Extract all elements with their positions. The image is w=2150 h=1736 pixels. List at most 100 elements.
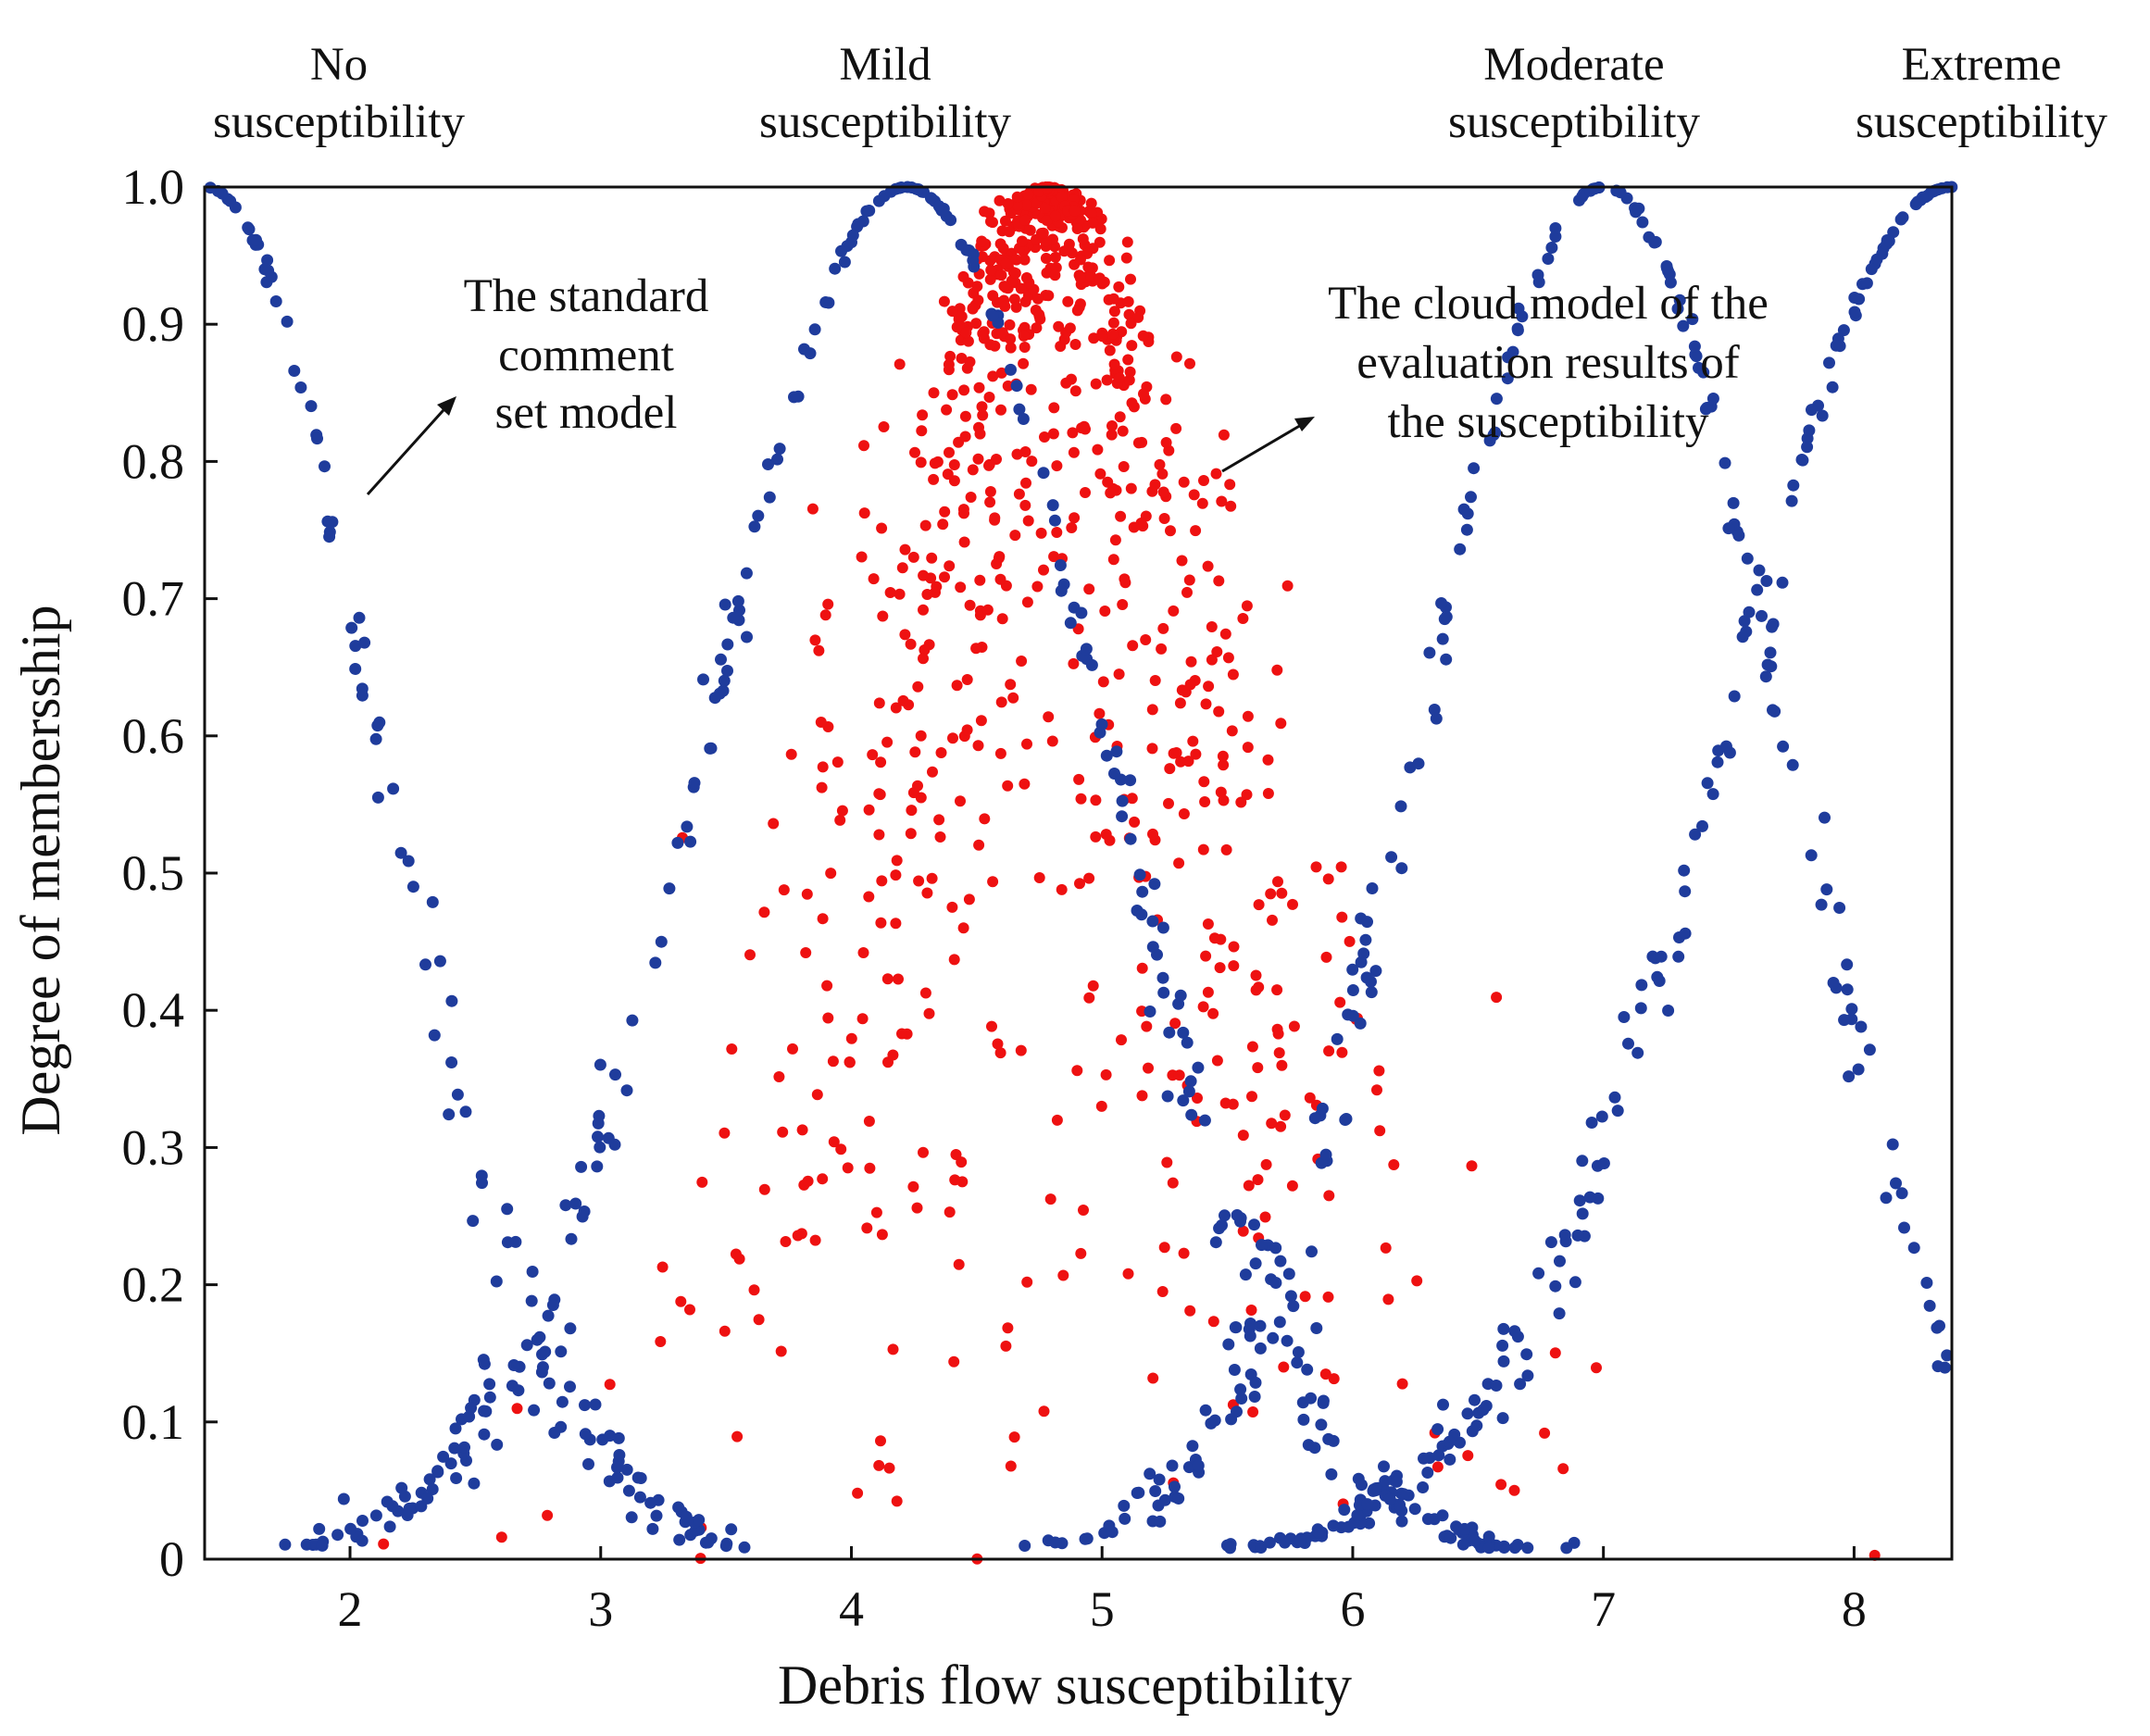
result-cloud-drop xyxy=(976,235,988,247)
result-cloud-drop xyxy=(1043,711,1055,723)
result-cloud-drop xyxy=(811,1089,823,1101)
result-cloud-drop xyxy=(955,581,967,593)
standard-cloud-drop xyxy=(1124,832,1137,845)
result-cloud-drop xyxy=(1200,950,1212,962)
result-cloud-drop xyxy=(1157,622,1169,634)
result-cloud-drop xyxy=(1046,735,1058,747)
result-cloud-drop xyxy=(1074,878,1085,890)
result-cloud-drop xyxy=(863,804,875,816)
result-cloud-drop xyxy=(1040,253,1052,264)
standard-cloud-drop xyxy=(445,994,458,1007)
result-cloud-drop xyxy=(1114,411,1126,423)
result-cloud-drop xyxy=(913,875,925,887)
result-cloud-drop xyxy=(831,756,844,768)
standard-cloud-drop xyxy=(1776,576,1789,589)
standard-cloud-drop xyxy=(1458,1522,1471,1535)
standard-cloud-drop xyxy=(1301,1363,1314,1376)
standard-cloud-drop xyxy=(1310,1322,1323,1334)
result-cloud-drop xyxy=(1077,233,1089,245)
result-cloud-drop xyxy=(1380,1242,1392,1254)
result-cloud-drop xyxy=(1160,437,1172,448)
standard-cloud-drop xyxy=(1428,704,1441,716)
result-cloud-drop xyxy=(1019,446,1031,457)
result-cloud-drop xyxy=(1173,1069,1185,1081)
result-cloud-drop xyxy=(907,1180,919,1193)
standard-cloud-drop xyxy=(1751,583,1764,596)
result-cloud-drop xyxy=(1068,657,1080,669)
result-cloud-drop xyxy=(1275,1120,1287,1132)
standard-cloud-drop xyxy=(1231,1209,1244,1221)
result-cloud-drop xyxy=(1025,383,1037,395)
result-cloud-drop xyxy=(1007,692,1019,704)
result-cloud-drop xyxy=(1064,322,1076,334)
result-cloud-drop xyxy=(1019,778,1031,790)
standard-cloud-drop xyxy=(1482,1542,1495,1555)
standard-cloud-drop xyxy=(1573,1194,1586,1207)
result-cloud-drop xyxy=(1073,773,1085,785)
result-cloud-drop xyxy=(1018,330,1030,342)
result-cloud-drop xyxy=(1241,789,1253,801)
standard-cloud-drop xyxy=(1841,983,1854,996)
result-cloud-drop xyxy=(1591,1362,1602,1374)
standard-cloud-drop xyxy=(1777,740,1790,753)
standard-cloud-drop xyxy=(326,516,339,529)
standard-cloud-drop xyxy=(1497,1355,1510,1368)
standard-cloud-drop xyxy=(229,201,242,214)
standard-cloud-drop xyxy=(804,347,817,360)
standard-cloud-drop xyxy=(1037,467,1050,480)
result-cloud-drop xyxy=(891,1495,903,1507)
standard-cloud-drop xyxy=(1156,921,1169,934)
standard-cloud-drop xyxy=(1820,883,1833,896)
standard-cloud-drop xyxy=(1423,646,1436,659)
standard-cloud-drop xyxy=(582,1457,594,1470)
result-cloud-drop xyxy=(1047,428,1059,440)
standard-cloud-drop xyxy=(1118,1499,1131,1512)
result-cloud-drop xyxy=(1033,310,1045,322)
standard-cloud-drop xyxy=(1664,276,1677,289)
result-cloud-drop xyxy=(1116,326,1128,338)
standard-cloud-drop xyxy=(1643,231,1656,244)
standard-cloud-drop xyxy=(1769,705,1781,718)
standard-cloud-drop xyxy=(1346,963,1359,976)
result-cloud-drop xyxy=(905,828,917,840)
standard-cloud-drop xyxy=(1544,1236,1557,1249)
result-cloud-drop xyxy=(972,294,984,306)
result-cloud-drop xyxy=(875,917,887,929)
result-cloud-drop xyxy=(963,893,975,905)
result-cloud-drop xyxy=(1203,681,1215,693)
result-cloud-drop xyxy=(1373,1065,1385,1077)
result-cloud-drop xyxy=(926,872,938,884)
standard-cloud-drop xyxy=(490,1275,503,1288)
x-tick-label: 3 xyxy=(588,1581,613,1637)
result-cloud-drop xyxy=(921,887,933,899)
standard-cloud-drop xyxy=(1461,507,1474,520)
result-cloud-drop xyxy=(999,215,1011,227)
standard-cloud-drop xyxy=(1363,1517,1376,1530)
standard-cloud-drop xyxy=(1677,319,1690,332)
result-cloud-drop xyxy=(1005,333,1017,345)
category-label-line-1: Mild xyxy=(839,39,931,91)
result-cloud-drop xyxy=(1000,1340,1012,1352)
result-cloud-drop xyxy=(511,1403,523,1415)
standard-cloud-drop xyxy=(1635,979,1648,992)
result-cloud-drop xyxy=(953,1258,965,1270)
standard-cloud-drop xyxy=(1469,1393,1481,1406)
standard-cloud-drop xyxy=(1383,1492,1396,1505)
standard-cloud-drop xyxy=(1679,927,1692,940)
standard-cloud-drop xyxy=(727,611,740,624)
result-cloud-drop xyxy=(1141,1020,1153,1032)
standard-cloud-drop xyxy=(1764,646,1777,659)
standard-cloud-drop xyxy=(579,1428,592,1441)
result-cloud-drop xyxy=(1020,477,1031,489)
result-cloud-drop xyxy=(891,855,903,867)
standard-cloud-drop xyxy=(672,1501,685,1514)
standard-cloud-drop xyxy=(353,611,366,624)
standard-cloud-drop xyxy=(1379,1475,1392,1488)
standard-cloud-drop xyxy=(1549,222,1562,234)
result-cloud-drop xyxy=(795,1228,807,1240)
result-cloud-drop xyxy=(1124,366,1136,378)
result-cloud-drop xyxy=(1462,1450,1474,1462)
result-cloud-drop xyxy=(1200,698,1212,710)
standard-cloud-drop xyxy=(1327,1434,1340,1447)
standard-cloud-drop xyxy=(539,1345,552,1358)
